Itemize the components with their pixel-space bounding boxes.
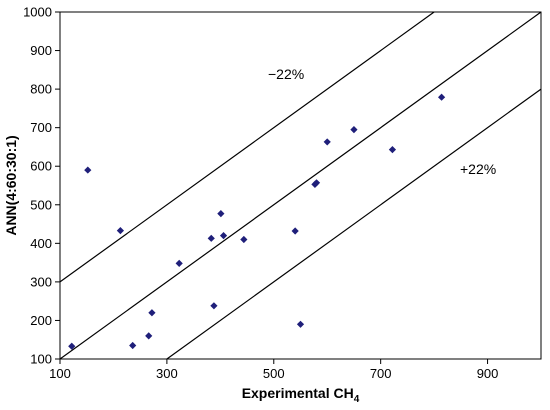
y-tick-label: 300	[30, 274, 52, 289]
x-tick-label: 300	[156, 366, 178, 381]
lower-band-label: +22%	[460, 161, 496, 177]
y-tick-label: 500	[30, 197, 52, 212]
data-point	[240, 235, 248, 244]
y-tick-label: 100	[30, 352, 52, 367]
y-tick-label: 400	[30, 236, 52, 251]
reference-lines-layer	[59, 11, 542, 360]
data-point	[210, 302, 218, 310]
data-point	[296, 320, 305, 328]
y-axis-title: ANN(4:60:30:1)	[3, 135, 19, 235]
data-point	[350, 125, 358, 134]
y-tick-label: 200	[30, 313, 52, 328]
data-point	[116, 227, 124, 235]
data-point	[145, 332, 153, 340]
reference-line-upper	[59, 11, 435, 283]
plot-frame	[59, 11, 542, 360]
data-point	[84, 166, 92, 174]
y-tick-label: 1000	[23, 5, 52, 20]
ticks-layer: 100 300 500 700 900 100 200 300 400 500 600 700 800 9…	[23, 5, 498, 382]
data-point	[217, 210, 225, 218]
data-point	[437, 93, 446, 101]
data-point	[207, 234, 215, 242]
x-axis-title: Experimental CH4	[242, 385, 360, 405]
y-tick-label: 900	[30, 43, 52, 58]
data-point	[68, 342, 76, 350]
points-layer	[68, 93, 446, 350]
y-tick-label: 800	[30, 82, 52, 97]
x-tick-label: 700	[370, 366, 392, 381]
x-tick-label: 900	[477, 366, 499, 381]
data-point	[219, 232, 228, 240]
x-tick-label: 500	[263, 366, 285, 381]
data-point	[129, 341, 137, 350]
x-axis-title-subscript: 4	[354, 394, 360, 405]
y-tick-label: 600	[30, 159, 52, 174]
data-point	[388, 146, 397, 154]
x-tick-label: 100	[49, 366, 71, 381]
data-point	[312, 179, 321, 187]
y-tick-label: 700	[30, 120, 52, 135]
data-point	[148, 309, 156, 317]
reference-line-lower	[166, 88, 542, 360]
upper-band-label: −22%	[268, 66, 304, 82]
data-point	[323, 138, 331, 146]
data-point	[291, 227, 299, 235]
data-point	[175, 259, 183, 267]
reference-line-center	[59, 11, 542, 360]
